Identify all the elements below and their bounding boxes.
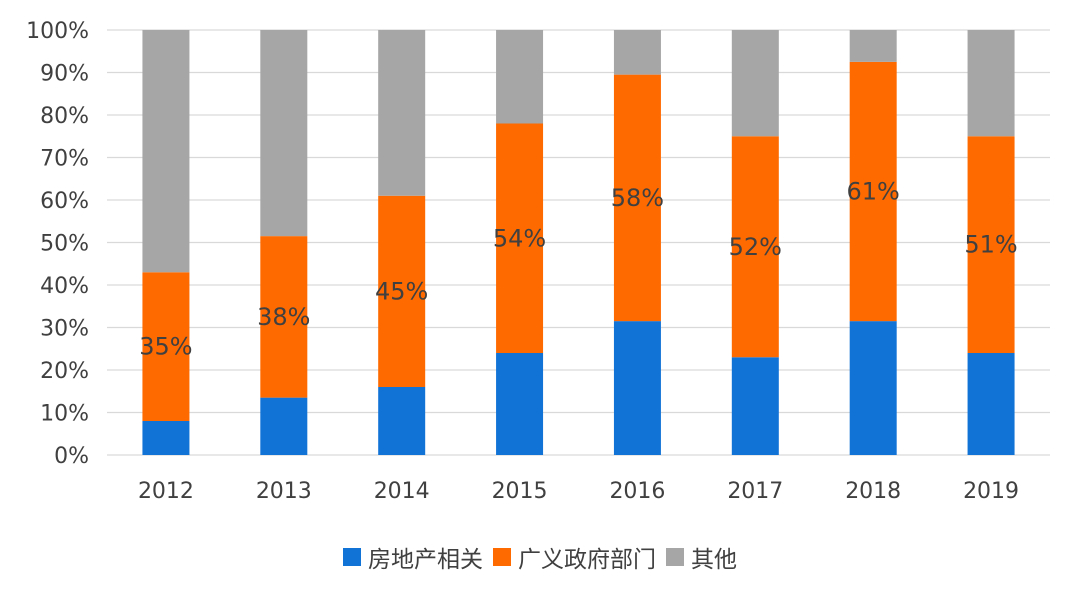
x-tick-label: 2015 — [492, 479, 548, 504]
bar-segment-government — [142, 272, 190, 421]
bar-segment-government — [613, 74, 661, 322]
y-tick-label: 100% — [26, 19, 89, 44]
y-tick-label: 20% — [40, 359, 89, 384]
data-label: 61% — [847, 178, 900, 206]
x-axis-ticks: 2012 2013 2014 2015 2016 2017 2018 2019 — [138, 479, 1019, 504]
legend: 房地产相关 广义政府部门 其他 — [0, 540, 1080, 574]
y-tick-label: 0% — [54, 444, 89, 469]
bar-segment-real-estate — [142, 421, 190, 455]
bar-segment-real-estate — [260, 397, 308, 455]
data-label: 58% — [611, 184, 664, 212]
legend-swatch-other — [666, 548, 684, 566]
x-tick-label: 2017 — [727, 479, 783, 504]
bar-segment-government — [260, 236, 308, 398]
bar-segment-real-estate — [613, 321, 661, 455]
bar-segment-government — [731, 136, 779, 358]
y-tick-label: 10% — [40, 402, 89, 427]
y-tick-label: 40% — [40, 274, 89, 299]
legend-item-real-estate: 房地产相关 — [343, 540, 483, 574]
legend-item-government: 广义政府部门 — [493, 540, 656, 574]
legend-swatch-government — [493, 548, 511, 566]
legend-label-other: 其他 — [691, 547, 737, 573]
data-label: 52% — [729, 233, 782, 261]
bar-segment-other — [496, 30, 544, 124]
data-label: 51% — [964, 231, 1017, 259]
legend-item-other: 其他 — [666, 540, 737, 574]
data-label: 54% — [493, 224, 546, 252]
y-tick-label: 30% — [40, 317, 89, 342]
data-label: 45% — [375, 277, 428, 305]
bar-segment-real-estate — [849, 321, 897, 455]
bar-segment-government — [496, 123, 544, 353]
y-axis-ticks: 0% 10% 20% 30% 40% 50% 60% 70% 80% 90% 100% — [26, 19, 89, 469]
data-labels: 35% 38% 45% 54% 58% 52% 61% 51% — [139, 178, 1017, 361]
x-tick-label: 2013 — [256, 479, 312, 504]
legend-swatch-real-estate — [343, 548, 361, 566]
y-tick-label: 70% — [40, 147, 89, 172]
bar-segment-other — [731, 30, 779, 137]
bar-segment-real-estate — [967, 353, 1015, 455]
x-tick-label: 2018 — [845, 479, 901, 504]
y-tick-label: 60% — [40, 189, 89, 214]
x-tick-label: 2019 — [963, 479, 1019, 504]
data-label: 35% — [139, 333, 192, 361]
y-tick-label: 90% — [40, 62, 89, 87]
bar-segment-other — [967, 30, 1015, 137]
data-label: 38% — [257, 303, 310, 331]
bar-segment-other — [613, 30, 661, 75]
gridlines — [107, 29, 1050, 456]
bar-segment-real-estate — [496, 353, 544, 455]
x-tick-label: 2014 — [374, 479, 430, 504]
y-tick-label: 50% — [40, 232, 89, 257]
bar-segment-other — [260, 30, 308, 237]
bar-segment-real-estate — [378, 387, 426, 455]
bar-segment-government — [849, 61, 897, 322]
bar-segment-other — [378, 30, 426, 196]
bar-segment-government — [378, 195, 426, 387]
bar-segment-other — [142, 30, 190, 273]
legend-label-government: 广义政府部门 — [518, 547, 656, 573]
x-tick-label: 2012 — [138, 479, 194, 504]
bar-segment-other — [849, 30, 897, 62]
x-tick-label: 2016 — [609, 479, 665, 504]
bars — [142, 30, 1015, 455]
legend-label-real-estate: 房地产相关 — [368, 547, 483, 573]
bar-segment-real-estate — [731, 357, 779, 455]
y-tick-label: 80% — [40, 104, 89, 129]
bar-segment-government — [967, 136, 1015, 353]
